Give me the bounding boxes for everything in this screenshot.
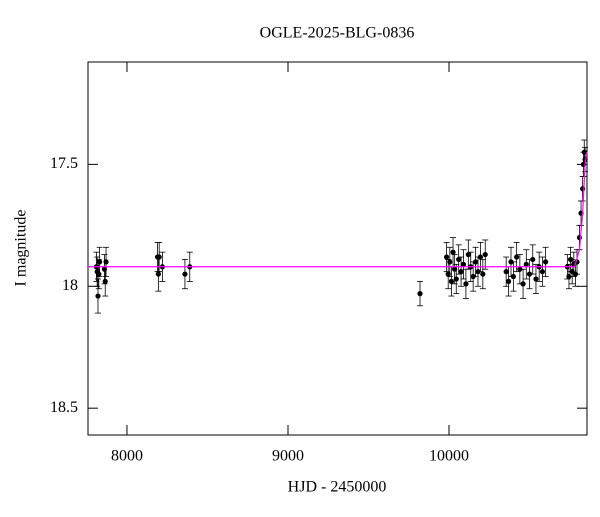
data-point xyxy=(517,266,523,272)
data-point xyxy=(448,278,455,285)
data-point xyxy=(566,273,572,280)
data-point xyxy=(472,259,479,265)
data-point xyxy=(526,271,533,277)
y-tick-label: 17.5 xyxy=(50,155,78,172)
data-point xyxy=(533,276,539,282)
data-point xyxy=(95,293,101,299)
data-point xyxy=(503,269,509,275)
data-point xyxy=(477,254,484,260)
data-point xyxy=(514,254,520,260)
data-point xyxy=(96,271,102,277)
data-point xyxy=(102,278,108,285)
data-point xyxy=(182,271,188,277)
plot-frame xyxy=(87,61,588,436)
data-point xyxy=(523,261,529,267)
data-point xyxy=(539,269,545,275)
data-point xyxy=(103,259,109,265)
x-tick-label: 10000 xyxy=(429,448,469,465)
data-point xyxy=(460,261,467,267)
data-point xyxy=(417,291,423,297)
chart-title: OGLE-2025-BLG-0836 xyxy=(260,25,415,42)
x-tick-label: 8000 xyxy=(111,448,143,465)
data-point xyxy=(520,281,526,287)
data-point xyxy=(463,281,469,287)
data-point xyxy=(530,256,536,263)
data-point xyxy=(156,254,162,260)
data-point xyxy=(543,259,549,265)
data-point xyxy=(465,251,471,258)
model-line xyxy=(88,152,588,268)
data-point xyxy=(581,149,587,155)
x-axis-label: HJD - 2450000 xyxy=(288,479,387,496)
data-point xyxy=(510,273,517,280)
data-point xyxy=(96,259,103,265)
x-tick-label: 9000 xyxy=(272,448,304,465)
data-point xyxy=(456,256,462,263)
data-point xyxy=(447,259,453,265)
data-point xyxy=(450,249,456,255)
data-point xyxy=(155,271,161,277)
y-tick-label: 18 xyxy=(62,277,78,294)
y-tick-label: 18.5 xyxy=(50,399,78,416)
data-point xyxy=(458,269,464,275)
y-axis-label: I magnitude xyxy=(13,210,30,287)
data-point xyxy=(482,251,488,258)
data-point xyxy=(505,278,512,285)
data-point xyxy=(480,271,486,277)
data-point xyxy=(443,254,450,260)
data-point xyxy=(453,276,459,282)
